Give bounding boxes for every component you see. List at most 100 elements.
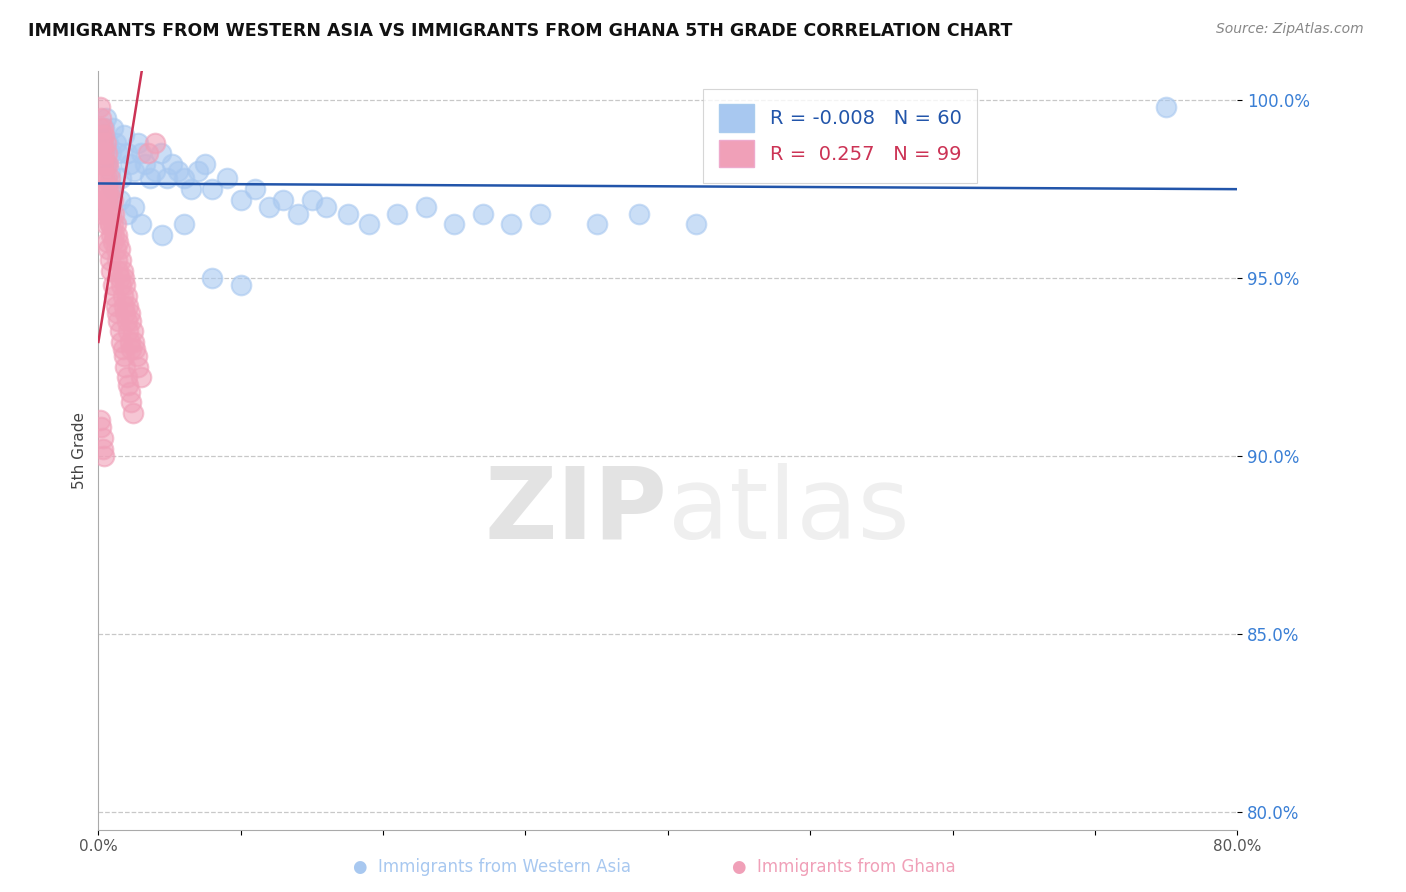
Point — [108, 324, 131, 338]
Point — [91, 121, 114, 136]
Point — [122, 200, 145, 214]
Point — [98, 171, 121, 186]
Point — [97, 136, 120, 150]
Point — [121, 406, 143, 420]
Point — [107, 235, 129, 250]
Point — [243, 182, 266, 196]
Point — [96, 146, 118, 161]
Point — [201, 182, 224, 196]
Point — [97, 243, 120, 257]
Point — [150, 146, 173, 161]
Point — [98, 253, 121, 268]
Point — [129, 218, 152, 232]
Point — [111, 288, 134, 302]
Text: ●  Immigrants from Western Asia: ● Immigrants from Western Asia — [353, 858, 631, 876]
Point — [94, 157, 117, 171]
Point — [120, 313, 142, 327]
Point — [90, 420, 112, 434]
Point — [91, 157, 114, 171]
Point — [357, 218, 380, 232]
Point — [96, 193, 118, 207]
Point — [108, 243, 131, 257]
Point — [118, 157, 141, 171]
Point — [180, 182, 202, 196]
Point — [156, 171, 179, 186]
Point — [94, 136, 117, 150]
Point — [585, 218, 607, 232]
Point — [101, 235, 124, 250]
Point — [89, 413, 111, 427]
Point — [145, 136, 167, 150]
Point — [101, 121, 124, 136]
Point — [110, 277, 132, 292]
Text: atlas: atlas — [668, 463, 910, 559]
Point — [100, 228, 122, 243]
Point — [97, 207, 120, 221]
Point — [125, 349, 148, 363]
Point — [336, 207, 359, 221]
Point — [96, 171, 118, 186]
Point — [104, 218, 127, 232]
Point — [90, 146, 112, 161]
Point — [103, 207, 125, 221]
Point — [120, 342, 142, 356]
Point — [100, 182, 122, 196]
Point — [93, 121, 115, 136]
Point — [93, 171, 115, 186]
Point — [685, 218, 707, 232]
Text: Source: ZipAtlas.com: Source: ZipAtlas.com — [1216, 22, 1364, 37]
Point — [107, 263, 129, 277]
Point — [134, 157, 156, 171]
Point — [287, 207, 309, 221]
Point — [89, 136, 111, 150]
Point — [101, 193, 124, 207]
Point — [93, 193, 115, 207]
Point — [138, 171, 160, 186]
Point — [104, 299, 127, 313]
Point — [115, 313, 138, 327]
Text: IMMIGRANTS FROM WESTERN ASIA VS IMMIGRANTS FROM GHANA 5TH GRADE CORRELATION CHAR: IMMIGRANTS FROM WESTERN ASIA VS IMMIGRAN… — [28, 22, 1012, 40]
Point — [90, 146, 112, 161]
Point — [114, 359, 136, 374]
Point — [273, 193, 295, 207]
Point — [115, 146, 138, 161]
Point — [97, 182, 120, 196]
Point — [118, 334, 141, 349]
Point — [115, 207, 138, 221]
Point — [91, 136, 114, 150]
Point — [96, 193, 118, 207]
Point — [201, 270, 224, 285]
Point — [443, 218, 465, 232]
Point — [105, 253, 128, 268]
Point — [229, 277, 252, 292]
Point — [114, 277, 136, 292]
Point — [127, 359, 149, 374]
Point — [93, 128, 115, 143]
Point — [89, 128, 111, 143]
Point — [117, 377, 139, 392]
Point — [117, 324, 139, 338]
Point — [112, 128, 135, 143]
Point — [93, 449, 115, 463]
Point — [108, 193, 131, 207]
Point — [90, 146, 112, 161]
Point — [94, 182, 117, 196]
Point — [94, 218, 117, 232]
Point — [98, 218, 121, 232]
Point — [301, 193, 323, 207]
Point — [136, 146, 159, 161]
Point — [104, 243, 127, 257]
Point — [100, 146, 122, 161]
Legend: R = -0.008   N = 60, R =  0.257   N = 99: R = -0.008 N = 60, R = 0.257 N = 99 — [703, 88, 977, 183]
Point — [91, 157, 114, 171]
Point — [89, 100, 111, 114]
Point — [107, 313, 129, 327]
Point — [118, 306, 141, 320]
Point — [111, 263, 134, 277]
Point — [90, 128, 112, 143]
Point — [105, 228, 128, 243]
Point — [101, 182, 124, 196]
Point — [120, 395, 142, 409]
Point — [124, 342, 146, 356]
Point — [122, 164, 145, 178]
